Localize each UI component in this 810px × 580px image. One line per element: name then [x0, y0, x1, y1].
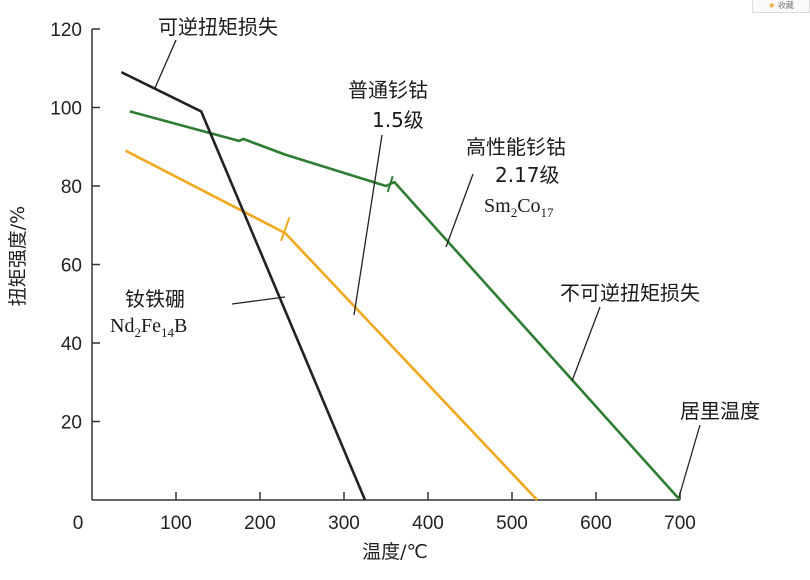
irreversible-loss-label: 不可逆扭矩损失 [560, 281, 700, 305]
y-tick-label: 100 [50, 99, 82, 120]
series-lines [120, 71, 681, 501]
favorite-badge[interactable]: ★ 收藏 [752, 0, 810, 13]
x-tick-label: 700 [664, 513, 696, 534]
y-tick-label: 120 [50, 20, 82, 41]
ndfeb-knee-mark [280, 217, 291, 242]
high-smco-label: 高性能钐钴 [466, 135, 566, 159]
y-tick-label: 20 [61, 413, 82, 434]
common-smco-grade: 1.5级 [372, 108, 424, 132]
y-tick-label: 60 [61, 256, 82, 277]
leader-irreversible [571, 306, 601, 382]
y-tick-label: 40 [61, 334, 82, 355]
favorite-label: 收藏 [777, 1, 794, 10]
axes [91, 28, 681, 501]
x-tick-label: 400 [412, 513, 444, 534]
curie-temperature-label: 居里温度 [680, 399, 760, 423]
y-tick-label: 80 [61, 177, 82, 198]
tick-labels: 20 40 60 80 100 120 0 100 200 300 400 500 600 700 [50, 20, 696, 534]
x-tick-label: 200 [244, 513, 276, 534]
x-tick-label: 0 [73, 513, 84, 534]
high-smco-grade: 2.17级 [495, 163, 560, 187]
star-icon: ★ [768, 1, 776, 10]
common-smco-label: 普通钐钴 [348, 78, 428, 102]
x-tick-label: 300 [328, 513, 360, 534]
ndfeb-formula: Nd2Fe14B [110, 315, 187, 340]
x-axis-title: 温度/℃ [362, 541, 428, 563]
smco-formula: Sm2Co17 [484, 195, 554, 220]
reversible-loss-label: 可逆扭矩损失 [158, 15, 278, 39]
smco-knee-mark [386, 175, 394, 193]
leader-lines [154, 39, 701, 498]
series-line-ndfeb [125, 149, 539, 501]
leader-common-smco [353, 134, 383, 316]
x-tick-label: 100 [160, 513, 192, 534]
x-tick-label: 500 [496, 513, 528, 534]
leader-high-smco [445, 173, 474, 248]
series-line-reversible [120, 71, 367, 501]
y-axis-title: 扭矩强度/% [7, 206, 29, 306]
series-line-smco [129, 110, 681, 501]
leader-reversible [154, 39, 177, 89]
ndfeb-label: 钕铁硼 [125, 287, 185, 311]
leader-curie [678, 424, 701, 498]
leader-ndfeb [231, 296, 286, 305]
x-tick-label: 600 [580, 513, 612, 534]
